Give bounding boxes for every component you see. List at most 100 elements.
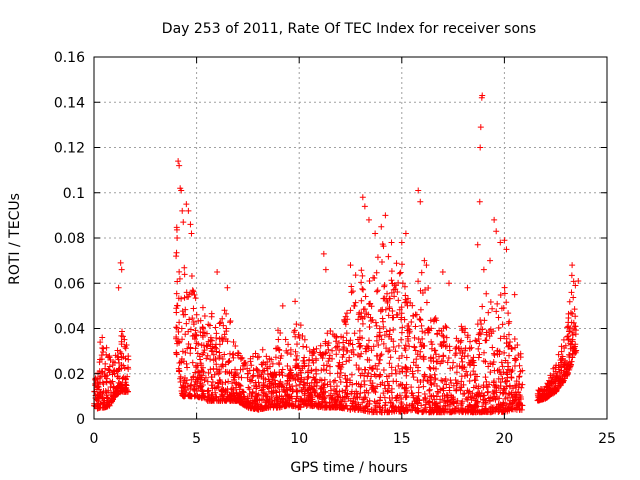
data-point [213,335,220,341]
data-point [427,317,434,324]
data-point [255,391,262,398]
data-point [419,290,426,297]
data-point [295,372,302,379]
data-point [219,338,226,345]
data-point [458,323,465,330]
data-point [440,339,447,346]
data-point [376,325,383,332]
data-point [441,392,448,399]
data-point [252,350,259,357]
data-point [324,330,331,337]
data-point [411,343,418,350]
data-point [372,362,379,369]
data-point [384,290,391,297]
data-point [328,395,335,402]
data-point [188,230,195,237]
data-point [218,363,225,370]
data-point [333,351,340,358]
data-point [190,288,197,295]
data-point [334,394,341,401]
y-tick-label: 0.12 [54,141,85,157]
data-point [213,345,220,352]
data-point [203,330,210,337]
data-point [433,358,440,365]
data-point [188,273,195,280]
data-point [173,290,180,297]
data-point [512,344,519,351]
data-point [506,383,513,390]
data-point [458,355,465,362]
data-point [480,266,487,273]
data-point [326,352,333,359]
data-point [497,291,504,298]
data-point [317,342,324,349]
data-point [122,376,129,383]
data-point [286,394,293,401]
data-point [559,353,566,360]
data-point [292,333,299,340]
data-point [216,349,223,356]
data-point [376,356,383,363]
data-point [423,299,430,306]
data-point [238,374,245,381]
data-point [447,377,454,384]
data-point [103,344,110,351]
data-point [356,340,363,347]
data-point [431,371,438,378]
data-point [205,387,212,394]
data-point [452,376,459,383]
data-point [537,385,544,392]
data-point [226,357,233,364]
data-point [200,349,207,356]
data-point [511,291,518,298]
data-point [440,387,447,394]
data-point [506,352,513,359]
data-point [320,366,327,373]
data-point [494,300,501,307]
data-point [402,363,409,370]
data-point [507,367,514,374]
data-point [395,342,402,349]
data-point [377,372,384,379]
data-point [234,397,241,404]
data-point [174,278,181,285]
data-point [195,394,202,401]
data-point [378,336,385,343]
data-point [103,378,110,385]
data-point [487,299,494,306]
data-point [395,363,402,370]
data-point [398,314,405,321]
data-point [266,355,273,362]
data-point [106,367,113,374]
data-point [118,266,125,273]
data-point [209,378,216,385]
data-point [277,403,284,410]
data-point [342,387,349,394]
data-point [365,337,372,344]
data-point [178,325,185,332]
data-point [423,262,430,269]
data-point [366,277,373,284]
data-point [217,319,224,326]
data-point [173,253,180,260]
data-point [175,158,182,165]
data-point [240,362,247,369]
data-point [432,375,439,382]
data-point [392,348,399,355]
data-point [115,353,122,360]
data-point [440,408,447,415]
data-point [357,390,364,397]
data-point [564,333,571,340]
data-point [441,397,448,404]
data-point [207,366,214,373]
data-point [389,280,396,287]
data-point [566,360,573,367]
data-point [216,320,223,327]
data-point [421,373,428,380]
data-point [559,375,566,382]
data-point [458,337,465,344]
data-point [475,345,482,352]
data-point [297,322,304,329]
y-tick-label: 0.06 [54,276,85,292]
data-point [476,351,483,358]
